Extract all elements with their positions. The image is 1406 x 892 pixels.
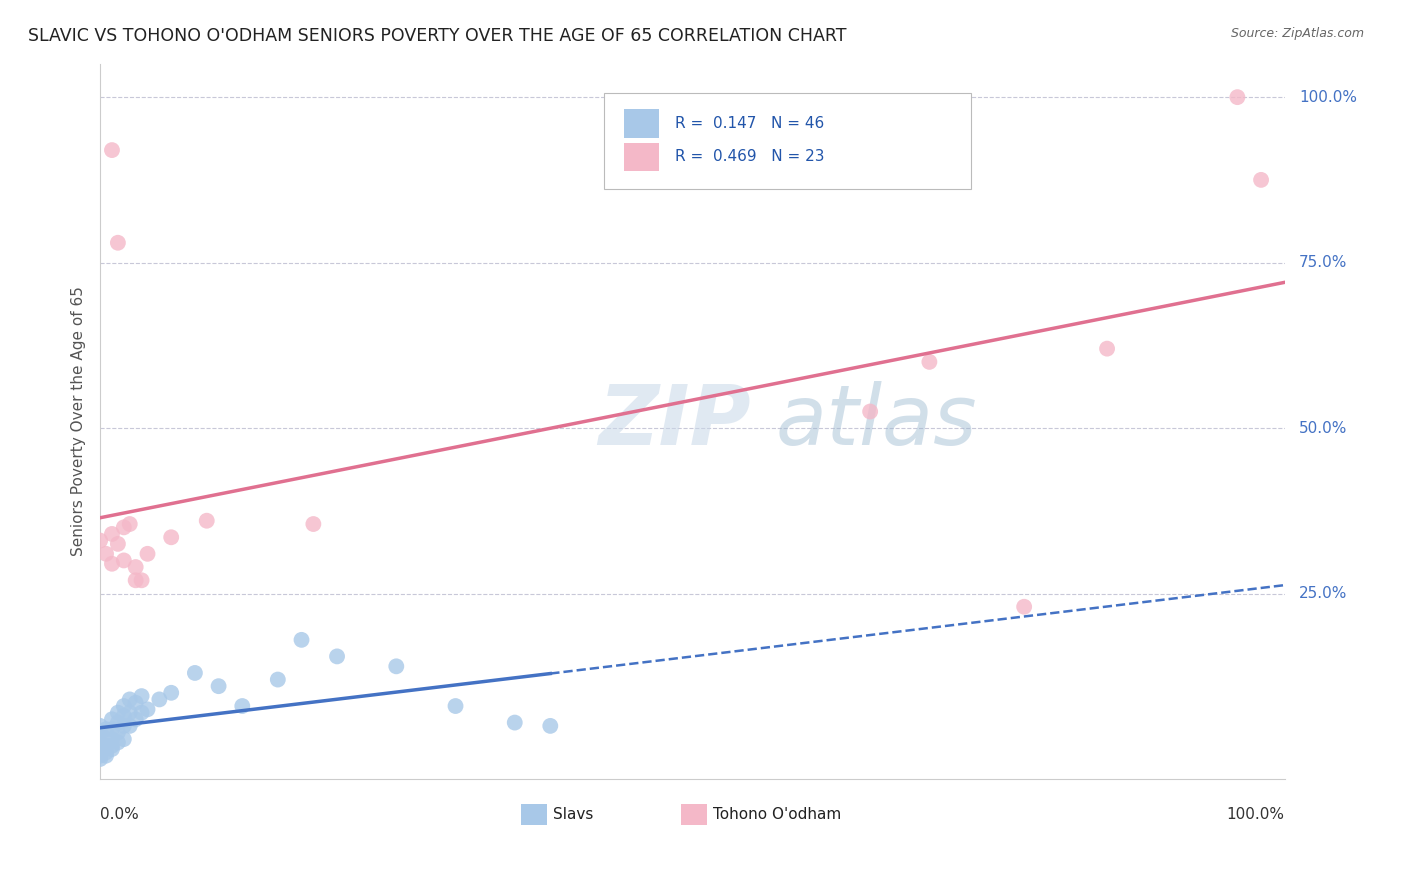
FancyBboxPatch shape (681, 804, 707, 825)
Text: Slavs: Slavs (553, 807, 593, 822)
Point (112, 719, 135, 733)
Point (89, 752, 111, 766)
Point (101, 742, 124, 756)
Point (148, 692, 170, 706)
Point (118, 516, 141, 531)
Point (859, 404, 882, 418)
Text: atlas: atlas (775, 381, 977, 462)
Point (89, 748, 111, 763)
Point (89, 745, 111, 759)
Point (107, 715, 129, 730)
Text: SLAVIC VS TOHONO O'ODHAM SENIORS POVERTY OVER THE AGE OF 65 CORRELATION CHART: SLAVIC VS TOHONO O'ODHAM SENIORS POVERTY… (28, 27, 846, 45)
Point (302, 516, 325, 531)
Text: 0.0%: 0.0% (100, 807, 139, 822)
FancyBboxPatch shape (520, 804, 547, 825)
Text: R =  0.469   N = 23: R = 0.469 N = 23 (675, 150, 824, 164)
Point (94, 547, 117, 561)
Point (231, 699, 253, 714)
Point (101, 143, 124, 157)
Point (1095, 342, 1118, 356)
FancyBboxPatch shape (603, 93, 972, 189)
Point (1250, 173, 1272, 187)
Point (1226, 90, 1249, 104)
Point (326, 649, 349, 664)
Point (89, 725, 111, 739)
Point (112, 520, 135, 534)
Point (131, 689, 153, 703)
Y-axis label: Seniors Poverty Over the Age of 65: Seniors Poverty Over the Age of 65 (72, 286, 86, 557)
Point (118, 719, 141, 733)
Point (503, 715, 526, 730)
Point (94, 732, 117, 747)
Point (94, 739, 117, 753)
Point (538, 719, 561, 733)
Point (89, 739, 111, 753)
Point (94, 748, 117, 763)
Point (107, 235, 129, 250)
Point (112, 709, 135, 723)
Point (118, 706, 141, 720)
Text: ZIP: ZIP (598, 381, 751, 462)
Text: 50.0%: 50.0% (1299, 420, 1347, 435)
Point (444, 699, 467, 714)
Point (94, 745, 117, 759)
Point (107, 725, 129, 739)
FancyBboxPatch shape (624, 109, 659, 137)
Point (131, 706, 153, 720)
Point (101, 712, 124, 726)
Text: 100.0%: 100.0% (1299, 90, 1357, 104)
Point (207, 679, 229, 693)
Point (160, 530, 183, 544)
Point (101, 557, 124, 571)
Point (94, 722, 117, 736)
Point (136, 702, 159, 716)
Point (107, 706, 129, 720)
Point (131, 574, 153, 588)
Text: 75.0%: 75.0% (1299, 255, 1347, 270)
Text: R =  0.147   N = 46: R = 0.147 N = 46 (675, 116, 824, 131)
Point (89, 735, 111, 749)
Point (124, 696, 146, 710)
Point (160, 686, 183, 700)
Point (290, 632, 312, 647)
Point (267, 673, 290, 687)
Point (118, 692, 141, 706)
Text: 100.0%: 100.0% (1227, 807, 1285, 822)
Point (124, 574, 146, 588)
Point (1012, 599, 1035, 614)
Text: 25.0%: 25.0% (1299, 586, 1347, 601)
Point (101, 527, 124, 541)
Text: Source: ZipAtlas.com: Source: ZipAtlas.com (1230, 27, 1364, 40)
Point (385, 659, 408, 673)
FancyBboxPatch shape (624, 143, 659, 171)
Point (101, 739, 124, 753)
Point (918, 355, 941, 369)
Point (195, 514, 218, 528)
Point (112, 699, 135, 714)
Point (112, 732, 135, 747)
Point (101, 722, 124, 736)
Text: Tohono O'odham: Tohono O'odham (713, 807, 841, 822)
Point (124, 712, 146, 726)
Point (112, 553, 135, 567)
Point (107, 735, 129, 749)
Point (124, 560, 146, 574)
Point (136, 547, 159, 561)
Point (107, 537, 129, 551)
Point (101, 732, 124, 747)
Point (89, 742, 111, 756)
Point (184, 665, 207, 680)
Point (89, 533, 111, 548)
Point (89, 719, 111, 733)
